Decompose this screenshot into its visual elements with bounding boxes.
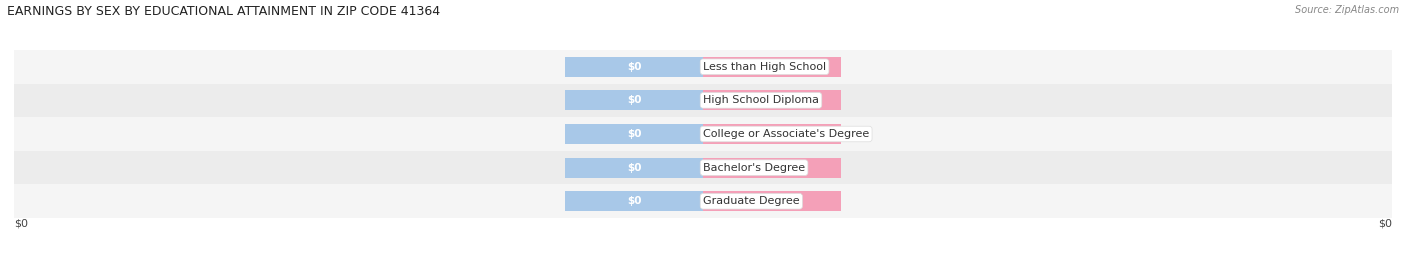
- Text: High School Diploma: High School Diploma: [703, 95, 820, 105]
- Text: $0: $0: [765, 163, 779, 173]
- Bar: [565, 124, 703, 144]
- Bar: [565, 57, 703, 77]
- Bar: [565, 90, 703, 110]
- Text: $0: $0: [627, 62, 641, 72]
- Text: College or Associate's Degree: College or Associate's Degree: [703, 129, 869, 139]
- Text: Graduate Degree: Graduate Degree: [703, 196, 800, 206]
- Text: $0: $0: [627, 196, 641, 206]
- Bar: [703, 124, 841, 144]
- Text: $0: $0: [1378, 219, 1392, 229]
- Bar: [14, 84, 1392, 117]
- Bar: [14, 184, 1392, 218]
- Text: $0: $0: [765, 129, 779, 139]
- Bar: [703, 57, 841, 77]
- Bar: [703, 90, 841, 110]
- Bar: [14, 117, 1392, 151]
- Text: $0: $0: [627, 95, 641, 105]
- Text: Bachelor's Degree: Bachelor's Degree: [703, 163, 806, 173]
- Text: $0: $0: [765, 62, 779, 72]
- Bar: [565, 191, 703, 211]
- Text: Source: ZipAtlas.com: Source: ZipAtlas.com: [1295, 5, 1399, 15]
- Text: $0: $0: [14, 219, 28, 229]
- Bar: [565, 158, 703, 178]
- Bar: [703, 191, 841, 211]
- Text: $0: $0: [765, 95, 779, 105]
- Text: EARNINGS BY SEX BY EDUCATIONAL ATTAINMENT IN ZIP CODE 41364: EARNINGS BY SEX BY EDUCATIONAL ATTAINMEN…: [7, 5, 440, 18]
- Bar: [14, 151, 1392, 184]
- Text: Less than High School: Less than High School: [703, 62, 827, 72]
- Bar: [703, 158, 841, 178]
- Text: $0: $0: [765, 196, 779, 206]
- Text: $0: $0: [627, 163, 641, 173]
- Bar: [14, 50, 1392, 84]
- Text: $0: $0: [627, 129, 641, 139]
